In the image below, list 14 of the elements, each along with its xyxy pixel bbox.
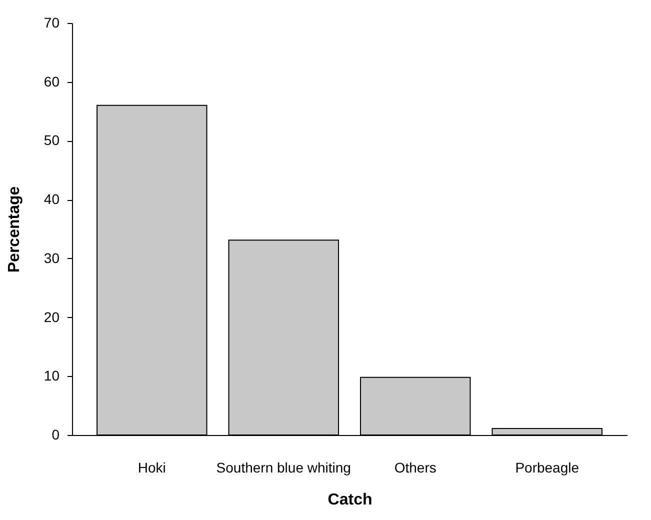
x-tick-label: Southern blue whiting	[216, 460, 351, 476]
y-tick-label: 70	[44, 14, 60, 30]
y-tick-label: 50	[44, 132, 60, 148]
y-tick-label: 0	[52, 426, 60, 442]
x-tick-label: Others	[394, 460, 436, 476]
x-tick-label: Hoki	[138, 460, 166, 476]
y-tick-label: 20	[44, 308, 60, 325]
x-axis-title: Catch	[328, 492, 372, 508]
y-tick-label: 10	[44, 368, 60, 384]
y-tick-label: 60	[44, 73, 60, 90]
y-tick-label: 40	[44, 191, 60, 208]
y-tick-label: 30	[44, 250, 60, 266]
x-tick-label: Porbeagle	[515, 460, 580, 476]
y-axis-title: Percentage	[6, 186, 23, 273]
